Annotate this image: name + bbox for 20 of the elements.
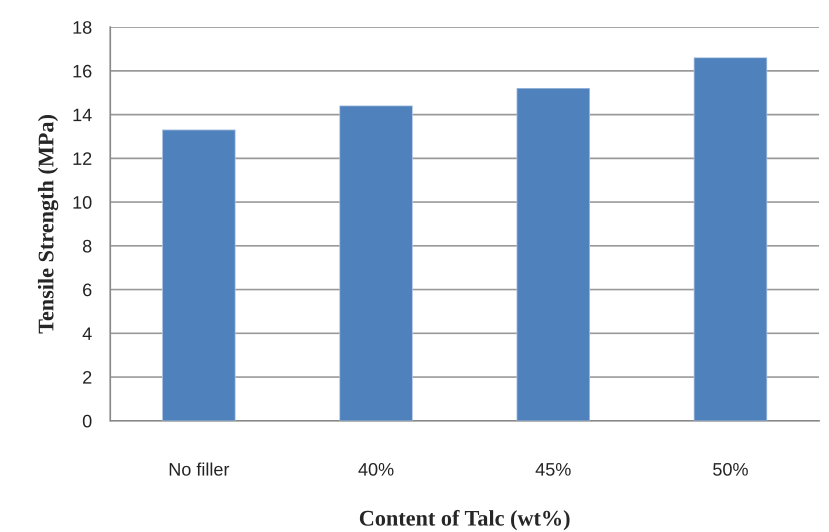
bar (162, 130, 236, 421)
x-tick-label: 50% (713, 462, 748, 476)
x-tick-label: 40% (358, 462, 394, 476)
y-tick-label: 14 (73, 108, 92, 122)
y-tick-label: 16 (73, 64, 92, 78)
y-tick-label: 10 (73, 196, 92, 209)
bar (516, 88, 590, 421)
bar (339, 105, 413, 421)
x-tick-label: 45% (536, 463, 571, 476)
y-tick-label: 4 (82, 327, 92, 340)
y-tick-label: 6 (83, 284, 92, 296)
y-tick-label: 0 (82, 414, 92, 428)
y-tick-label: 8 (82, 240, 92, 253)
x-axis-title: Content of Talc (wt%) (360, 510, 570, 530)
bar (694, 57, 768, 421)
x-tick-label: No filler (170, 462, 230, 476)
y-axis-title: Tensile Strength (MPa) (38, 115, 58, 334)
y-tick-label: 12 (73, 152, 92, 165)
y-tick-label: 2 (83, 371, 92, 384)
y-tick-label: 18 (73, 21, 92, 34)
